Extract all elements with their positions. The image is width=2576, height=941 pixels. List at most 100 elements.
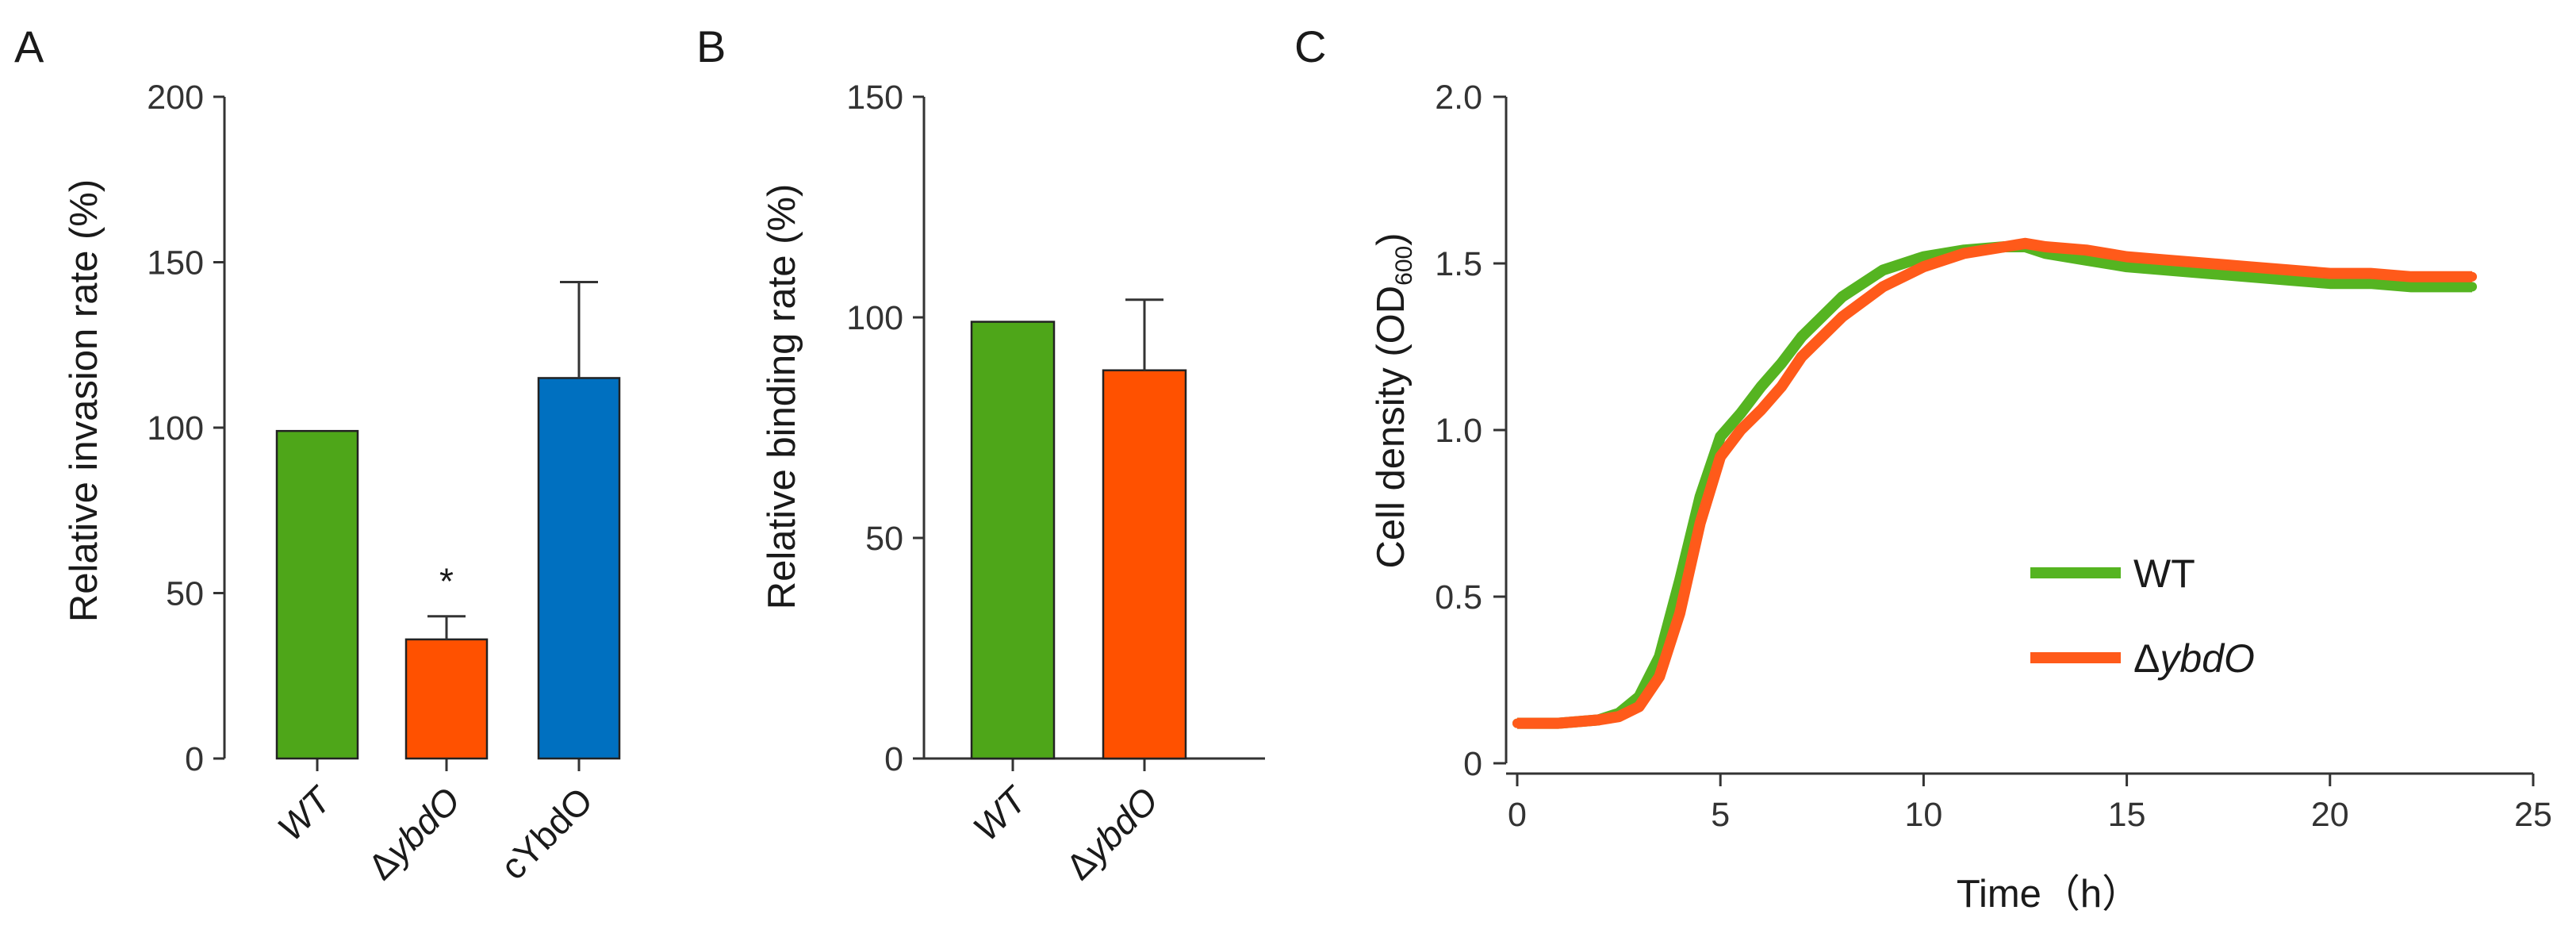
panel-c-series — [1512, 237, 2478, 729]
panel-b-bars — [970, 298, 1187, 760]
panel-c-legend: WT ΔybdO — [2030, 551, 2255, 681]
panel-c-xtick-label-4: 20 — [2311, 796, 2349, 834]
panel-c-series-1-point-16 — [1959, 248, 1969, 259]
panel-c-series-1-point-10 — [1756, 405, 1766, 415]
panel-a-errorbar-1 — [427, 615, 466, 639]
panel-c-series-1-point-22 — [2162, 255, 2172, 265]
panel-c-series-1-point-21 — [2122, 252, 2132, 262]
panel-a-bar-0 — [275, 429, 359, 760]
panel-c-series-0-point-22 — [2162, 265, 2172, 275]
panel-c-series-1-point-19 — [2041, 242, 2051, 252]
panel-a-significance-star: * — [439, 561, 454, 602]
panel-c-series-1-point-4 — [1634, 701, 1644, 712]
panel-c-legend-label-1: ΔybdO — [2133, 636, 2255, 681]
panel-c-series-0-point-23 — [2203, 268, 2214, 278]
panel-c-series-0-point-28 — [2406, 282, 2417, 292]
panel-c-ylabel-sub: 600 — [1391, 246, 1417, 286]
panel-b-ytick-label-2: 100 — [846, 299, 903, 337]
panel-b-category-label-0: WT — [965, 778, 1036, 848]
panel-c-series-1-point-14 — [1878, 282, 1888, 292]
panel-a-ytick-label-3: 150 — [147, 244, 204, 282]
panel-a-bar-2 — [537, 377, 621, 760]
panel-c-xtick-label-0: 0 — [1508, 796, 1527, 834]
panel-c-growth-curve: Cell density (OD600) Time（h） 0 0.5 1.0 1.5 2… — [1370, 79, 2552, 916]
panel-c-series-1-point-1 — [1553, 718, 1563, 728]
panel-c-ylabel: Cell density (OD600) — [1370, 232, 1417, 568]
panel-a-category-suffix-2: cYbdO — [493, 779, 600, 887]
panel-a-errorbar-2 — [560, 281, 598, 378]
panel-c-series-0-point-8 — [1715, 432, 1726, 442]
panel-c-series-1-point-3 — [1614, 712, 1624, 722]
panel-b-bar-0 — [970, 321, 1056, 760]
panel-c-series-1-point-18 — [2020, 238, 2030, 248]
panel-c-series-0-point-20 — [2081, 255, 2091, 265]
panel-b-ytick-label-1: 50 — [865, 520, 903, 558]
panel-c-series-1-point-7 — [1695, 518, 1705, 528]
panel-c-series-1-point-9 — [1735, 425, 1746, 435]
panel-a-ytick-label-1: 50 — [166, 575, 204, 613]
panel-c-series-1-point-13 — [1837, 312, 1847, 322]
panel-a-ytick-label-0: 0 — [185, 740, 204, 778]
panel-c-series-1-point-15 — [1919, 262, 1929, 272]
panel-c-ylabel-main: Cell density (OD — [1370, 286, 1413, 569]
panel-c-series-0-point-9 — [1735, 409, 1746, 418]
panel-a-y-axis: 0 50 100 150 200 — [147, 79, 581, 778]
panel-c-series-1-point-25 — [2284, 265, 2294, 275]
panel-c-series-1-point-29 — [2447, 271, 2457, 282]
panel-c-legend-suffix-0: WT — [2133, 551, 2195, 596]
panel-c-series-1-point-23 — [2203, 259, 2214, 268]
panel-c-series-1-point-11 — [1777, 382, 1787, 392]
panel-c-xtick-label-1: 5 — [1711, 796, 1730, 834]
panel-c-ylabel-end: ) — [1370, 232, 1413, 245]
panel-c-legend-label-0: WT — [2133, 551, 2195, 596]
panel-b-category-label-1: ΔybdO — [1058, 779, 1166, 887]
panel-c-series-1-point-26 — [2325, 268, 2335, 278]
panel-c-series-0-point-12 — [1796, 332, 1807, 342]
panel-a-category-label-1: ΔybdO — [360, 779, 468, 887]
panel-c-ytick-label-4: 2.0 — [1435, 79, 1482, 117]
panel-c-series-1-point-2 — [1593, 715, 1604, 725]
panel-a-ylabel: Relative invasion rate (%) — [63, 179, 105, 622]
panel-a-ytick-label-2: 100 — [147, 409, 204, 447]
panel-label-c: C — [1294, 21, 1326, 71]
panel-a-category-label-2: cYbdO — [493, 779, 600, 887]
panel-c-series-0-point-25 — [2284, 275, 2294, 285]
panel-c-series-1-point-6 — [1675, 609, 1685, 618]
panel-a-bars: * — [275, 281, 621, 760]
panel-c-ytick-label-2: 1.0 — [1435, 412, 1482, 450]
panel-c-series-0-point-26 — [2325, 278, 2335, 289]
panel-a-bar-chart: Relative invasion rate (%) 050100150200 … — [63, 79, 621, 888]
panel-c-series-0-point-15 — [1919, 252, 1929, 262]
panel-b-bar-chart: Relative binding rate (%) 0 50 100 150 WT Δy… — [761, 79, 1265, 888]
panel-b-ytick-label-3: 150 — [846, 79, 903, 117]
panel-c-series-0-point-29 — [2447, 282, 2457, 292]
panel-c-series-0-point-14 — [1878, 265, 1888, 275]
panel-a-category-label-0: WT — [270, 778, 340, 848]
panel-c-series-0-point-21 — [2122, 262, 2132, 272]
panel-c-xtick-label-3: 15 — [2108, 796, 2146, 834]
panel-c-series-0-point-24 — [2244, 271, 2254, 282]
panel-label-a: A — [14, 21, 44, 71]
panel-c-series-1-point-28 — [2406, 271, 2417, 282]
panel-c-legend-prefix-1: Δ — [2133, 636, 2160, 681]
panel-b-y-axis: 0 50 100 150 — [846, 79, 1265, 778]
panel-a-ytick-label-4: 200 — [147, 79, 204, 117]
panel-c-series-1-point-5 — [1654, 671, 1665, 682]
panel-c-xtick-label-2: 10 — [1904, 796, 1942, 834]
panel-c-series-1-point-12 — [1796, 351, 1807, 362]
panel-c-series-0-point-11 — [1777, 359, 1787, 368]
panel-c-series-1-point-30 — [2467, 271, 2478, 282]
panel-c-ytick-label-0: 0 — [1463, 745, 1482, 783]
panel-b-category-suffix-0: WT — [965, 778, 1036, 848]
panel-b-bar-1 — [1102, 369, 1187, 760]
panel-b-errorbar-1 — [1125, 298, 1163, 371]
panel-c-xtick-label-5: 25 — [2514, 796, 2552, 834]
panel-label-b: B — [696, 21, 726, 71]
panel-c-series-1-point-17 — [1999, 242, 2010, 252]
panel-a-category-suffix-0: WT — [270, 778, 340, 848]
panel-a-bar-1 — [404, 638, 489, 760]
panel-c-series-1-point-20 — [2081, 245, 2091, 255]
panel-c-ytick-label-1: 0.5 — [1435, 578, 1482, 616]
panel-c-ytick-label-3: 1.5 — [1435, 245, 1482, 283]
